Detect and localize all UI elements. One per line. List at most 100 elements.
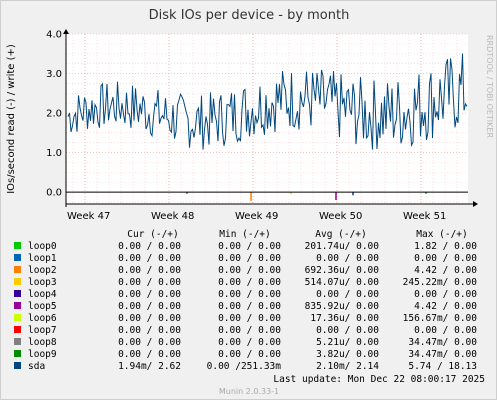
legend-max-value: 1.82 / 0.00 (414, 241, 477, 252)
legend-swatch (14, 302, 21, 309)
legend-min-value: 0.00 / 0.00 (218, 301, 281, 312)
legend-min-value: 0.00 / 0.00 (218, 277, 281, 288)
legend-device-name: sda (28, 361, 45, 372)
y-tick-label: 3.0 (46, 69, 62, 80)
legend-swatch (14, 338, 21, 345)
x-tick-label: Week 50 (319, 211, 362, 222)
legend-device-name: loop8 (28, 337, 57, 348)
legend-cur-value: 0.00 / 0.00 (118, 241, 181, 252)
legend-device-name: loop0 (28, 241, 57, 252)
legend-swatch (14, 290, 21, 297)
legend-swatch (14, 326, 21, 333)
x-tick-label: Week 51 (403, 211, 446, 222)
legend-avg-value: 692.36u/ 0.00 (305, 265, 380, 276)
legend-max-value: 34.47m/ 0.00 (408, 349, 477, 360)
legend-header-min: Min (-/+) (219, 229, 270, 240)
legend-avg-value: 0.00 / 0.00 (316, 325, 379, 336)
legend-avg-value: 201.74u/ 0.00 (305, 241, 380, 252)
legend-avg-value: 0.00 / 0.00 (316, 289, 379, 300)
legend-row: loop6 0.00 / 0.00 0.00 / 0.00 17.36u/ 0.00 1… (14, 313, 477, 324)
legend-row: loop2 0.00 / 0.00 0.00 / 0.00 692.36u/ 0.00… (14, 265, 477, 276)
legend-avg-value: 514.07u/ 0.00 (305, 277, 380, 288)
legend-row: loop9 0.00 / 0.00 0.00 / 0.00 3.82u/ 0.00 34… (14, 349, 477, 360)
legend-device-name: loop3 (28, 277, 57, 288)
legend-avg-value: 5.21u/ 0.00 (316, 337, 379, 348)
legend-cur-value: 0.00 / 0.00 (118, 349, 181, 360)
legend-cur-value: 0.00 / 0.00 (118, 301, 181, 312)
y-axis-arrow (63, 29, 69, 34)
legend-max-value: 4.42 / 0.00 (414, 265, 477, 276)
legend-max-value: 156.67m/ 0.00 (403, 313, 478, 324)
chart-title: Disk IOs per device - by month (149, 8, 350, 23)
legend-device-name: loop7 (28, 325, 57, 336)
legend-cur-value: 0.00 / 0.00 (118, 289, 181, 300)
y-tick-label: 2.0 (46, 109, 62, 120)
x-tick-label: Week 49 (235, 211, 278, 222)
legend-device-name: loop1 (28, 253, 57, 264)
legend-swatch (14, 362, 21, 369)
legend-min-value: 0.00 / 0.00 (218, 253, 281, 264)
legend-row: loop1 0.00 / 0.00 0.00 / 0.00 0.00 / 0.00 0.… (14, 253, 477, 264)
legend-row: loop7 0.00 / 0.00 0.00 / 0.00 0.00 / 0.00 0.… (14, 325, 477, 336)
y-tick-label: 0.0 (46, 188, 62, 199)
legend-cur-value: 0.00 / 0.00 (118, 325, 181, 336)
x-axis-arrow (473, 201, 478, 207)
legend-row: loop8 0.00 / 0.00 0.00 / 0.00 5.21u/ 0.00 34… (14, 337, 477, 348)
munin-version-footer: Munin 2.0.33-1 (219, 387, 279, 396)
legend-swatch (14, 242, 21, 249)
y-tick-label: 1.0 (46, 148, 62, 159)
legend-min-value: 0.00 / 0.00 (218, 241, 281, 252)
legend-avg-value: 0.00 / 0.00 (316, 253, 379, 264)
legend-row: loop5 0.00 / 0.00 0.00 / 0.00 835.92u/ 0.00… (14, 301, 477, 312)
legend-header-cur: Cur (-/+) (127, 229, 178, 240)
x-tick-label: Week 47 (67, 211, 110, 222)
legend-max-value: 34.47m/ 0.00 (408, 337, 477, 348)
y-tick-label: 4.0 (46, 30, 62, 41)
legend-row: loop4 0.00 / 0.00 0.00 / 0.00 0.00 / 0.00 0.… (14, 289, 477, 300)
legend-avg-value: 17.36u/ 0.00 (310, 313, 379, 324)
legend-max-value: 5.74 / 18.13 (408, 361, 477, 372)
legend-cur-value: 0.00 / 0.00 (118, 265, 181, 276)
legend-swatch (14, 350, 21, 357)
legend-avg-value: 2.10m/ 2.14 (316, 361, 379, 372)
legend-cur-value: 0.00 / 0.00 (118, 253, 181, 264)
rrdtool-credit: RRDTOOL / TOBI OETIKER (485, 35, 494, 138)
legend-cur-value: 0.00 / 0.00 (118, 277, 181, 288)
y-tick-labels: 4.0 3.0 2.0 1.0 0.0 (46, 30, 62, 199)
legend-swatch (14, 266, 21, 273)
grid-lines (66, 33, 468, 204)
last-update-text: Last update: Mon Dec 22 08:00:17 2025 (273, 374, 485, 385)
legend-swatch (14, 278, 21, 285)
legend-min-value: 0.00 / 0.00 (218, 349, 281, 360)
legend-swatch (14, 254, 21, 261)
legend-table: loop0 0.00 / 0.00 0.00 / 0.00 201.74u/ 0.00… (14, 241, 477, 372)
legend-device-name: loop5 (28, 301, 57, 312)
legend-min-value: 0.00 / 0.00 (218, 289, 281, 300)
legend-device-name: loop2 (28, 265, 57, 276)
legend-row: loop0 0.00 / 0.00 0.00 / 0.00 201.74u/ 0.00… (14, 241, 477, 252)
legend-avg-value: 835.92u/ 0.00 (305, 301, 380, 312)
x-tick-label: Week 48 (151, 211, 194, 222)
legend-row: sda 1.94m/ 2.62 0.00 /251.33m 2.10m/ 2.14 5.… (14, 361, 477, 372)
sda-series-line (67, 53, 468, 150)
legend-min-value: 0.00 /251.33m (207, 361, 282, 372)
legend-header-avg: Avg (-/+) (315, 229, 366, 240)
legend-max-value: 0.00 / 0.00 (414, 289, 477, 300)
legend-row: loop3 0.00 / 0.00 0.00 / 0.00 514.07u/ 0.00… (14, 277, 477, 288)
legend-max-value: 0.00 / 0.00 (414, 253, 477, 264)
legend-device-name: loop9 (28, 349, 57, 360)
legend-cur-value: 0.00 / 0.00 (118, 313, 181, 324)
legend-cur-value: 1.94m/ 2.62 (118, 361, 181, 372)
legend-min-value: 0.00 / 0.00 (218, 313, 281, 324)
legend-max-value: 245.22m/ 0.00 (403, 277, 478, 288)
legend-avg-value: 3.82u/ 0.00 (316, 349, 379, 360)
legend-min-value: 0.00 / 0.00 (218, 325, 281, 336)
legend-max-value: 0.00 / 0.00 (414, 325, 477, 336)
legend-min-value: 0.00 / 0.00 (218, 337, 281, 348)
legend-device-name: loop4 (28, 289, 57, 300)
legend-device-name: loop6 (28, 313, 57, 324)
legend-swatch (14, 314, 21, 321)
legend-max-value: 4.42 / 0.00 (414, 301, 477, 312)
